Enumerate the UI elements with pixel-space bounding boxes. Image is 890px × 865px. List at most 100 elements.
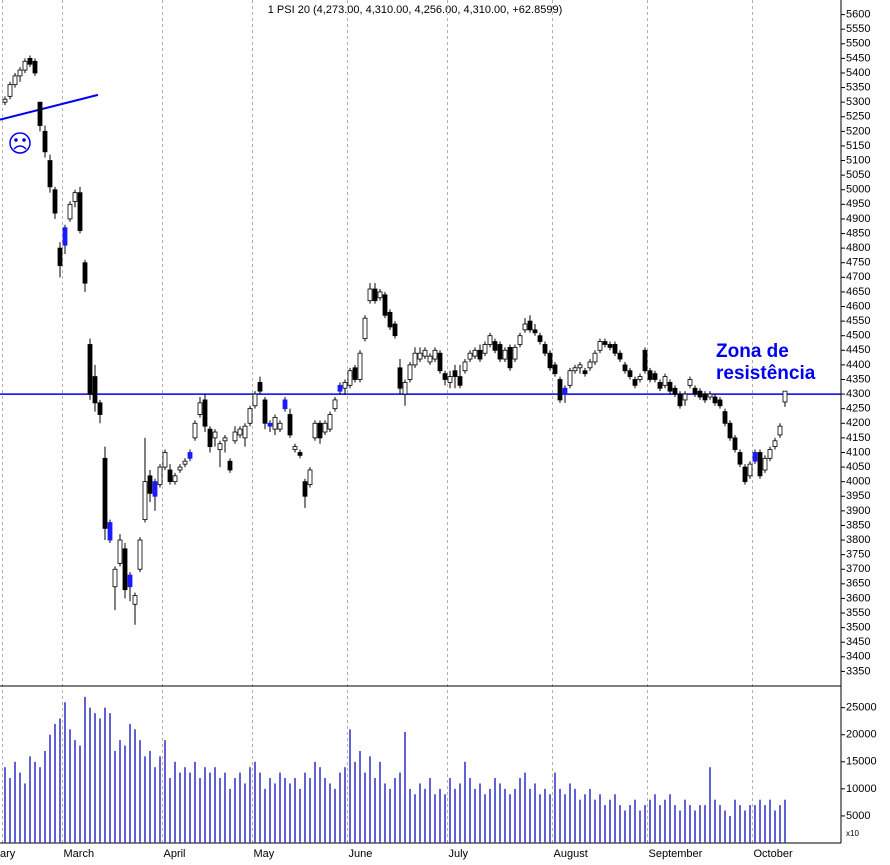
y2-tick-label: 10000 bbox=[846, 783, 877, 795]
candle-body bbox=[567, 370, 573, 386]
candle-body bbox=[372, 288, 378, 302]
candle-body bbox=[677, 393, 683, 407]
y-tick-label: 4550 bbox=[846, 315, 870, 327]
candle-body bbox=[447, 376, 453, 383]
candle-body bbox=[707, 393, 713, 398]
candle-body bbox=[457, 376, 463, 386]
y-tick-label: 3800 bbox=[846, 534, 870, 546]
candle-body bbox=[497, 344, 503, 360]
candle-body bbox=[482, 344, 488, 354]
y-tick-label: 3550 bbox=[846, 607, 870, 619]
candle-body bbox=[617, 352, 623, 360]
candle-body bbox=[362, 317, 368, 340]
candle-body bbox=[322, 422, 328, 433]
candle-body bbox=[467, 352, 473, 360]
candle-body bbox=[262, 399, 268, 424]
y-tick-label: 3950 bbox=[846, 490, 870, 502]
y-tick-label: 4450 bbox=[846, 344, 870, 356]
y-tick-label: 3450 bbox=[846, 636, 870, 648]
candle-body bbox=[637, 376, 643, 380]
candle-body bbox=[302, 481, 308, 497]
y-tick-label: 3400 bbox=[846, 651, 870, 663]
candle-body bbox=[327, 414, 333, 430]
y2-tick-label: 5000 bbox=[846, 810, 870, 822]
candle-body bbox=[652, 373, 658, 380]
candle-body bbox=[527, 320, 533, 331]
y-tick-label: 5000 bbox=[846, 184, 870, 196]
x-tick-label: ary bbox=[0, 848, 16, 860]
candle-body bbox=[187, 452, 193, 459]
candle-body bbox=[687, 379, 693, 386]
candle-body bbox=[682, 393, 688, 401]
candle-body bbox=[297, 452, 303, 456]
candle-body bbox=[432, 349, 438, 360]
candle-body bbox=[742, 466, 748, 483]
candle-body bbox=[657, 382, 663, 389]
candle-body bbox=[37, 101, 43, 126]
candle-body bbox=[272, 417, 278, 430]
candle-body bbox=[402, 382, 408, 395]
candle-body bbox=[192, 422, 198, 439]
candle-body bbox=[597, 341, 603, 351]
y-tick-label: 5050 bbox=[846, 169, 870, 181]
candle-body bbox=[122, 548, 128, 591]
candle-body bbox=[782, 390, 788, 403]
candle-body bbox=[692, 387, 698, 395]
candle-body bbox=[237, 428, 243, 436]
candle-body bbox=[387, 311, 393, 328]
candle-body bbox=[717, 399, 723, 407]
candle-body bbox=[27, 57, 33, 65]
candle-body bbox=[72, 192, 78, 202]
y2-multiplier: x10 bbox=[846, 829, 859, 838]
y-tick-label: 4900 bbox=[846, 213, 870, 225]
candle-body bbox=[532, 329, 538, 334]
candle-body bbox=[197, 402, 203, 415]
y-tick-label: 4300 bbox=[846, 388, 870, 400]
candle-body bbox=[57, 247, 63, 267]
candle-body bbox=[512, 346, 518, 360]
candle-body bbox=[777, 425, 783, 436]
candle-body bbox=[287, 414, 293, 436]
x-tick-label: September bbox=[649, 848, 703, 860]
candle-body bbox=[282, 399, 288, 410]
candle-body bbox=[202, 399, 208, 427]
candle-body bbox=[397, 367, 403, 389]
candle-body bbox=[42, 130, 48, 153]
y-tick-label: 4000 bbox=[846, 476, 870, 488]
candle-body bbox=[87, 344, 93, 395]
y-tick-label: 4350 bbox=[846, 373, 870, 385]
candle-body bbox=[367, 288, 373, 302]
candle-body bbox=[92, 376, 98, 404]
candle-body bbox=[492, 341, 498, 351]
y-tick-label: 5300 bbox=[846, 96, 870, 108]
y-tick-label: 4600 bbox=[846, 300, 870, 312]
candle-body bbox=[507, 346, 513, 369]
x-tick-label: May bbox=[254, 848, 275, 860]
candle-body bbox=[547, 352, 553, 369]
candle-body bbox=[417, 352, 423, 360]
y2-tick-label: 25000 bbox=[846, 702, 877, 714]
y-tick-label: 4800 bbox=[846, 242, 870, 254]
candle-body bbox=[382, 294, 388, 316]
candle-body bbox=[542, 344, 548, 354]
candle-body bbox=[342, 382, 348, 389]
y-tick-label: 4650 bbox=[846, 286, 870, 298]
candle-body bbox=[242, 425, 248, 439]
x-tick-label: March bbox=[64, 848, 95, 860]
candle-body bbox=[747, 463, 753, 477]
candle-body bbox=[227, 460, 233, 471]
candle-body bbox=[672, 387, 678, 395]
candle-body bbox=[247, 408, 253, 424]
y-tick-label: 5500 bbox=[846, 38, 870, 50]
candle-body bbox=[112, 568, 118, 588]
sad-face bbox=[9, 132, 31, 154]
candle-body bbox=[632, 379, 638, 386]
y2-tick-label: 15000 bbox=[846, 756, 877, 768]
candle-body bbox=[437, 352, 443, 372]
x-tick-label: October bbox=[754, 848, 793, 860]
candle-body bbox=[612, 344, 618, 354]
candle-body bbox=[152, 481, 158, 497]
y-tick-label: 3750 bbox=[846, 549, 870, 561]
candle-body bbox=[427, 355, 433, 363]
candle-body bbox=[357, 352, 363, 380]
